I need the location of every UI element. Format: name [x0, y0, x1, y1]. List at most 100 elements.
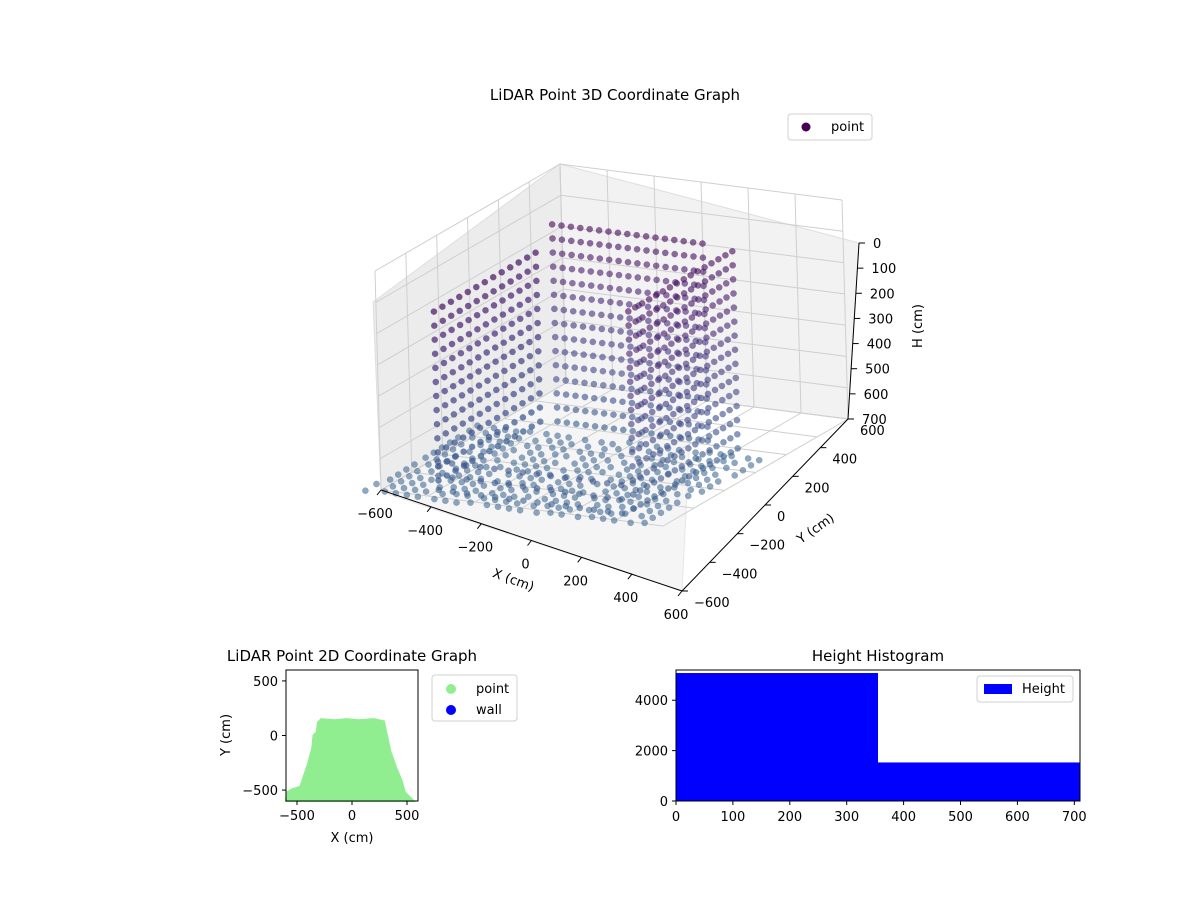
data-point [549, 235, 556, 242]
data-point [648, 380, 655, 388]
data-point [449, 474, 456, 481]
chart-3d-title: LiDAR Point 3D Coordinate Graph [490, 86, 740, 104]
data-point [607, 463, 615, 471]
data-point [643, 454, 650, 462]
data-point [600, 396, 608, 403]
data-point [723, 308, 731, 315]
data-point [562, 377, 570, 384]
data-point [635, 493, 643, 501]
data-point [650, 479, 658, 486]
data-point [652, 248, 660, 256]
data-point [441, 451, 449, 458]
data-point [435, 472, 442, 480]
data-point [676, 378, 683, 386]
data-point [652, 262, 660, 270]
data-point [629, 477, 637, 484]
data-point [627, 406, 635, 414]
x-tick-label-2d: −500 [279, 809, 315, 824]
data-point [648, 394, 656, 402]
legend-3d-box [787, 113, 873, 141]
data-point [729, 261, 737, 269]
data-point [551, 305, 558, 313]
data-point [524, 282, 532, 290]
data-point [510, 446, 518, 454]
x-tick-label-histogram: 500 [948, 810, 973, 825]
data-point [551, 459, 559, 467]
data-point [689, 342, 696, 350]
data-point [607, 326, 615, 334]
data-point [467, 415, 475, 423]
data-point [669, 396, 677, 404]
data-point [627, 420, 635, 428]
data-point [458, 392, 466, 399]
grid-line-z [374, 163, 843, 272]
data-point [661, 344, 668, 352]
data-point [747, 461, 755, 469]
data-point [511, 418, 518, 426]
data-point [629, 491, 637, 498]
data-point [625, 301, 633, 308]
data-point [547, 486, 555, 494]
data-point [577, 252, 585, 260]
data-point [561, 363, 569, 370]
data-point [655, 390, 663, 398]
data-point [561, 348, 569, 356]
data-point [727, 434, 734, 442]
data-point [696, 352, 704, 360]
data-point [627, 392, 634, 400]
data-point [656, 446, 664, 454]
data-point [652, 234, 659, 241]
data-point [576, 490, 583, 498]
data-point [685, 459, 693, 466]
data-point [492, 372, 500, 380]
data-point [440, 345, 447, 353]
data-point [561, 334, 568, 342]
data-point [408, 479, 416, 487]
data-point [519, 414, 527, 421]
data-point [459, 406, 466, 413]
data-point [450, 396, 457, 404]
data-point [708, 274, 716, 281]
data-point [553, 390, 561, 397]
data-point [554, 478, 562, 486]
chart-2d-title: LiDAR Point 2D Coordinate Graph [227, 647, 477, 665]
data-point [494, 503, 502, 511]
data-point [715, 270, 723, 277]
data-point [450, 411, 458, 418]
data-point [497, 484, 504, 492]
data-point [400, 484, 408, 492]
data-point [696, 338, 703, 346]
data-point [577, 238, 585, 246]
data-point [468, 429, 476, 437]
data-point [692, 474, 700, 482]
data-point [649, 450, 657, 458]
data-point [584, 443, 592, 451]
data-point [585, 468, 592, 476]
data-point [491, 450, 498, 457]
data-point [668, 340, 675, 348]
data-point [578, 281, 586, 288]
data-point [616, 299, 624, 307]
data-point [605, 228, 612, 235]
legend-histogram-swatch [984, 684, 1012, 694]
data-point [607, 298, 614, 306]
data-point [460, 448, 467, 456]
data-point [628, 385, 635, 393]
y-axis-label-2d: Y (cm) [219, 714, 234, 757]
data-point [435, 486, 443, 494]
data-point [626, 315, 633, 322]
z-axis-line-3d [847, 242, 860, 420]
z-tick-label-3d: 0 [873, 237, 881, 252]
data-point [591, 408, 599, 416]
data-point [568, 440, 575, 448]
data-point [494, 442, 502, 450]
data-point [560, 292, 567, 300]
data-point [534, 444, 542, 451]
data-point [654, 376, 662, 384]
data-point [579, 309, 586, 316]
data-point [618, 384, 626, 392]
data-point [671, 264, 679, 272]
data-point [713, 457, 721, 464]
data-point [677, 434, 685, 442]
data-point [706, 446, 713, 454]
